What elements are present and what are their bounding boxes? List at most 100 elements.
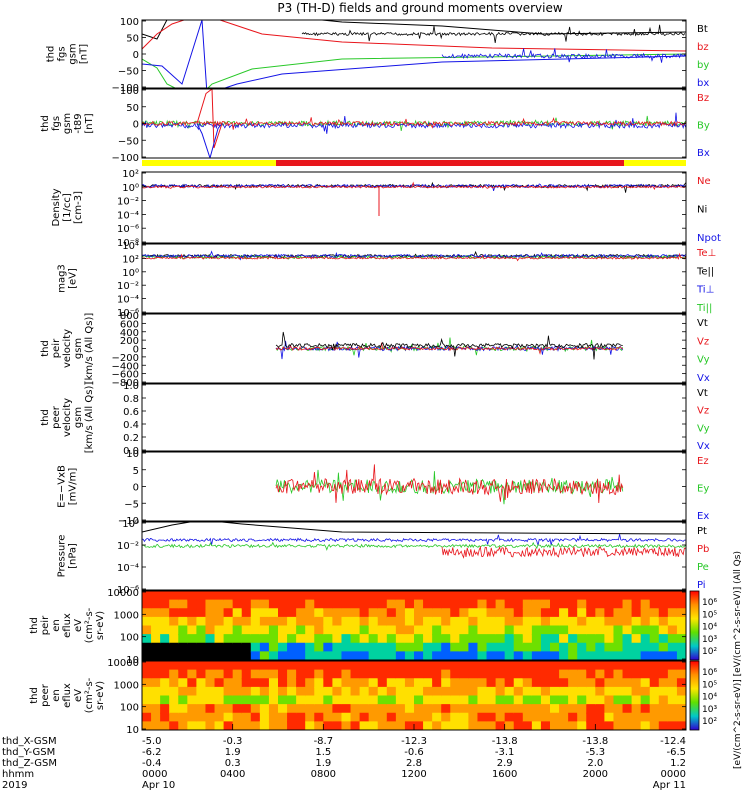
spectrogram-cell xyxy=(377,608,388,618)
spectrogram-cell xyxy=(468,721,479,730)
spectrogram-cell xyxy=(178,721,189,730)
spectrogram-cell xyxy=(250,669,261,680)
spectrogram-cell xyxy=(568,695,579,706)
y-axis-label-line: [km/s (All Qs)] xyxy=(84,313,95,385)
spectrogram-cell xyxy=(305,661,316,671)
spectrogram-cell xyxy=(386,669,397,680)
spectrogram-cell xyxy=(468,651,479,660)
trace-by xyxy=(142,53,686,88)
spectrogram-cell xyxy=(350,608,361,618)
trace-Ti-perp xyxy=(142,250,686,261)
x-axis-value: -5.0 xyxy=(142,736,162,747)
spectrogram-cell xyxy=(259,608,270,618)
x-axis-value: 1200 xyxy=(401,769,426,780)
spectrogram-cell xyxy=(268,642,279,653)
spectrogram-cell xyxy=(287,634,298,644)
spectrogram-cell xyxy=(151,669,162,680)
plot-title: P3 (TH-D) fields and ground moments over… xyxy=(277,1,562,15)
spectrogram-cell xyxy=(495,591,506,601)
spectrogram-cell xyxy=(622,599,633,610)
spectrogram-cell xyxy=(667,678,678,688)
spectrogram-cell xyxy=(468,669,479,680)
spectrogram-cell xyxy=(377,625,388,636)
legend-Ey: Ey xyxy=(697,484,709,495)
spectrogram-cell xyxy=(577,704,588,714)
spectrogram-cell xyxy=(160,642,171,653)
trace-Bt xyxy=(142,20,686,40)
spectrogram-cell xyxy=(640,642,651,653)
spectrogram-cell xyxy=(341,616,352,627)
spectrogram-cell xyxy=(142,661,153,671)
x-axis-value: -0.4 xyxy=(142,758,162,769)
spectrogram-cell xyxy=(187,704,198,714)
spectrogram-cell xyxy=(577,661,588,671)
spectrogram-cell xyxy=(259,721,270,730)
spectrogram-cell xyxy=(513,591,524,601)
spectrogram-cell xyxy=(341,695,352,706)
trace-Pi xyxy=(142,534,686,546)
spectrogram-cell xyxy=(187,712,198,723)
spectrogram-cell xyxy=(323,651,334,660)
spectrogram-cell xyxy=(640,634,651,644)
spectrogram-cell xyxy=(441,591,452,601)
spectrogram-cell xyxy=(404,651,415,660)
spectrogram-cell xyxy=(196,721,207,730)
y-axis-label-line: thd xyxy=(46,46,57,63)
spectrogram-cell xyxy=(622,669,633,680)
spectrogram-cell xyxy=(640,721,651,730)
spectrogram-cell xyxy=(232,616,243,627)
spectrogram-cell xyxy=(586,616,597,627)
spectrogram-cell xyxy=(414,661,425,671)
colorbar-tick-label: 10² xyxy=(702,717,717,727)
spectrogram-cell xyxy=(540,704,551,714)
spectrogram-cell xyxy=(359,669,370,680)
spectrogram-cell xyxy=(223,625,234,636)
spectrogram-cell xyxy=(178,642,189,653)
spectrogram-cell xyxy=(649,712,660,723)
spectrogram-cell xyxy=(550,704,561,714)
spectrogram-cell xyxy=(613,634,624,644)
spectrogram-cell xyxy=(459,686,470,697)
spectrogram-cell xyxy=(559,704,570,714)
spectrogram-cell xyxy=(287,686,298,697)
y-axis-label-line: mag3 xyxy=(57,264,68,293)
spectrogram-cell xyxy=(522,695,533,706)
spectrogram-cell xyxy=(142,634,153,644)
x-axis-value: 1.5 xyxy=(315,747,331,758)
spectrogram-cell xyxy=(432,678,443,688)
spectrogram-cell xyxy=(432,608,443,618)
spectrogram-cell xyxy=(268,591,279,601)
spectrogram-cell xyxy=(595,678,606,688)
spectrogram-cell xyxy=(513,712,524,723)
spectrogram-cell xyxy=(250,704,261,714)
spectrogram-cell xyxy=(259,669,270,680)
spectrogram-cell xyxy=(205,712,216,723)
x-axis-row-label: 2019 xyxy=(2,780,27,791)
spectrogram-cell xyxy=(395,669,406,680)
spectrogram-cell xyxy=(214,591,225,601)
spectrogram-cell xyxy=(540,651,551,660)
spectrogram-cell xyxy=(160,608,171,618)
spectrogram-cell xyxy=(223,651,234,660)
spectrogram-cell xyxy=(676,625,686,636)
spectrogram-cell xyxy=(577,651,588,660)
legend-Bx: Bx xyxy=(697,148,710,159)
spectrogram-cell xyxy=(459,634,470,644)
spectrogram-cell xyxy=(214,712,225,723)
spectrogram-cell xyxy=(631,661,642,671)
spectrogram-cell xyxy=(187,591,198,601)
spectrogram-cell xyxy=(504,669,515,680)
spectrogram-cell xyxy=(268,608,279,618)
spectrogram-cell xyxy=(676,712,686,723)
spectrogram-cell xyxy=(350,625,361,636)
spectrogram-cell xyxy=(232,695,243,706)
spectrogram-cell xyxy=(477,642,488,653)
spectrogram-cell xyxy=(232,634,243,644)
spectrogram-cell xyxy=(241,599,252,610)
spectrogram-cell xyxy=(522,669,533,680)
spectrogram-cell xyxy=(468,712,479,723)
spectrogram-cell xyxy=(268,704,279,714)
spectrogram-cell xyxy=(622,686,633,697)
spectrogram-cell xyxy=(658,661,669,671)
spectrogram-cell xyxy=(151,625,162,636)
